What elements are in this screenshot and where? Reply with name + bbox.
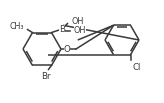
Text: CH₃: CH₃	[9, 22, 23, 31]
Text: B: B	[59, 25, 65, 34]
Text: Br: Br	[41, 72, 50, 81]
Text: Cl: Cl	[133, 63, 141, 72]
Text: O: O	[64, 44, 70, 53]
Text: OH: OH	[73, 26, 86, 35]
Text: OH: OH	[72, 17, 84, 26]
